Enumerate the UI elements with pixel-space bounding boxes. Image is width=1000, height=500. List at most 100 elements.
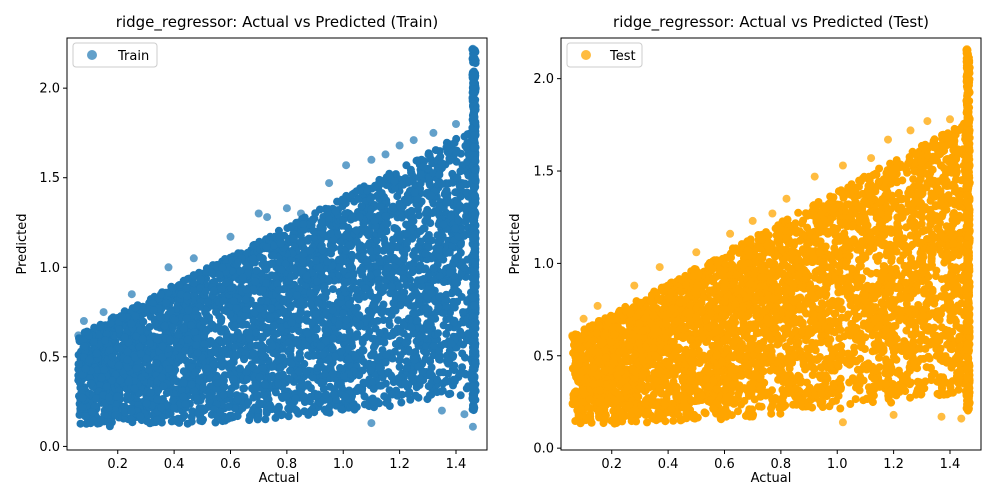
train-scatter-point [193, 349, 202, 358]
train-scatter-point [407, 372, 416, 381]
train-scatter-point [278, 370, 287, 379]
train-scatter-point [158, 353, 167, 362]
train-scatter-point [229, 333, 238, 342]
train-scatter-point [351, 332, 360, 341]
train-scatter-point [226, 359, 235, 368]
train-scatter-point [445, 358, 454, 367]
train-scatter-point [300, 359, 309, 368]
train-scatter-point [136, 349, 145, 358]
train-scatter-point [131, 312, 140, 321]
train-scatter-point [365, 308, 374, 317]
train-scatter-point [409, 302, 418, 311]
train-scatter-point [403, 238, 411, 247]
train-scatter-point [274, 226, 283, 235]
train-scatter-point [414, 334, 423, 343]
train-scatter-point [337, 347, 346, 356]
train-scatter-point [395, 235, 404, 244]
train-scatter-point [280, 308, 288, 317]
train-scatter-point [319, 350, 328, 359]
train-scatter-point [153, 335, 162, 344]
train-scatter-point [328, 369, 337, 378]
train-scatter-point [251, 382, 260, 391]
train-x-tick-label: 0.2 [107, 457, 128, 472]
train-scatter-point [242, 285, 251, 294]
train-scatter-point [256, 253, 265, 262]
train-scatter-point [369, 343, 378, 352]
train-scatter-point [395, 282, 404, 291]
train-scatter-point [240, 355, 249, 364]
train-scatter-point [286, 303, 295, 312]
train-scatter-point [291, 394, 300, 403]
train-scatter-point [254, 209, 263, 218]
train-scatter-point [360, 400, 369, 409]
train-scatter-point [312, 256, 321, 265]
train-scatter-point [469, 233, 478, 242]
train-scatter-point [292, 406, 301, 415]
train-scatter-point [435, 347, 443, 355]
train-scatter-point [363, 258, 372, 266]
train-axes-frame [66, 37, 488, 451]
train-scatter-point [365, 227, 374, 236]
train-scatter-point [357, 202, 366, 211]
train-scatter-point [313, 277, 322, 286]
train-scatter-point [183, 275, 192, 283]
train-scatter-point [396, 301, 405, 310]
train-scatter-point [340, 284, 348, 293]
train-scatter-point [238, 404, 247, 412]
train-scatter-point [434, 303, 443, 312]
train-scatter-point [319, 229, 328, 238]
train-scatter-point [348, 252, 357, 261]
train-scatter-point [445, 268, 454, 277]
train-scatter-point [296, 238, 305, 247]
train-scatter-point [164, 263, 173, 272]
train-scatter-point [341, 209, 350, 218]
train-scatter-point [293, 338, 302, 346]
train-scatter-point [187, 412, 196, 421]
train-scatter-point [249, 254, 258, 263]
train-scatter-point [213, 379, 222, 388]
train-scatter-point [299, 225, 308, 234]
train-scatter-point [299, 220, 308, 228]
train-scatter-point [413, 316, 422, 325]
train-scatter-point [152, 319, 161, 328]
train-scatter-point [470, 130, 479, 139]
train-scatter-point [262, 323, 271, 332]
train-scatter-point [196, 416, 205, 425]
train-scatter-point [259, 390, 268, 399]
train-scatter-point [471, 359, 480, 368]
train-scatter-point [263, 213, 272, 222]
train-scatter-point [402, 364, 411, 372]
train-scatter-point [136, 412, 145, 421]
train-scatter-point [81, 364, 90, 373]
train-scatter-point [116, 376, 125, 385]
train-scatter-point [115, 344, 124, 353]
train-scatter-point [390, 224, 399, 232]
train-scatter-point [370, 317, 379, 326]
train-scatter-point [314, 298, 323, 307]
train-scatter-point [470, 191, 479, 200]
train-scatter-point [348, 212, 357, 221]
train-scatter-point [302, 368, 311, 376]
train-scatter-point [123, 391, 132, 400]
train-scatter-point [452, 120, 460, 128]
train-scatter-point [100, 365, 109, 374]
train-scatter-point [127, 407, 136, 416]
train-y-tick-label: 1.5 [39, 171, 60, 186]
train-scatter-point [193, 394, 202, 403]
train-scatter-point [335, 263, 344, 272]
train-scatter-point [422, 305, 431, 314]
train-scatter-point [273, 279, 282, 288]
train-scatter-point [142, 399, 151, 408]
train-scatter-point [266, 313, 275, 322]
train-scatter-point [170, 403, 178, 412]
train-scatter-point [339, 309, 348, 318]
train-scatter-point [164, 388, 173, 396]
train-scatter-point [79, 317, 88, 325]
train-scatter-point [342, 161, 351, 170]
train-scatter-point [442, 377, 451, 386]
train-scatter-point [329, 285, 337, 294]
train-scatter-point [452, 287, 460, 296]
train-scatter-point [215, 270, 224, 279]
train-scatter-point [339, 372, 348, 380]
train-scatter-point [439, 368, 448, 377]
